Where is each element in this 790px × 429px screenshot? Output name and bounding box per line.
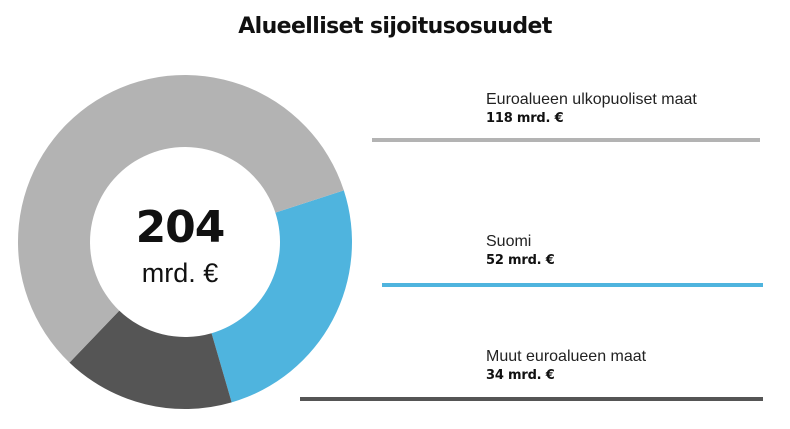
slice-other-euro	[69, 310, 232, 410]
legend-value: 118 mrd. €	[486, 111, 564, 126]
legend-item-other-euro: Muut euroalueen maat 34 mrd. €	[486, 347, 646, 385]
center-total-unit: mrd. €	[141, 258, 219, 288]
legend-name: Suomi	[486, 233, 532, 250]
legend-item-outside-euro: Euroalueen ulkopuoliset maat 118 mrd. €	[486, 90, 697, 128]
legend-name: Euroalueen ulkopuoliset maat	[486, 91, 697, 108]
slice-finland	[211, 190, 352, 403]
center-total-value: 204	[135, 202, 226, 253]
legend-name: Muut euroalueen maat	[486, 348, 647, 365]
legend-rule-other-euro	[300, 397, 763, 401]
legend-rule-finland	[382, 283, 763, 287]
legend-value: 52 mrd. €	[486, 253, 555, 268]
legend-item-finland: Suomi 52 mrd. €	[486, 232, 555, 270]
slice-outside-euro	[17, 74, 344, 363]
chart-title: Alueelliset sijoitusosuudet	[238, 14, 552, 39]
legend-value: 34 mrd. €	[486, 368, 555, 383]
legend-rule-outside-euro	[372, 138, 760, 142]
